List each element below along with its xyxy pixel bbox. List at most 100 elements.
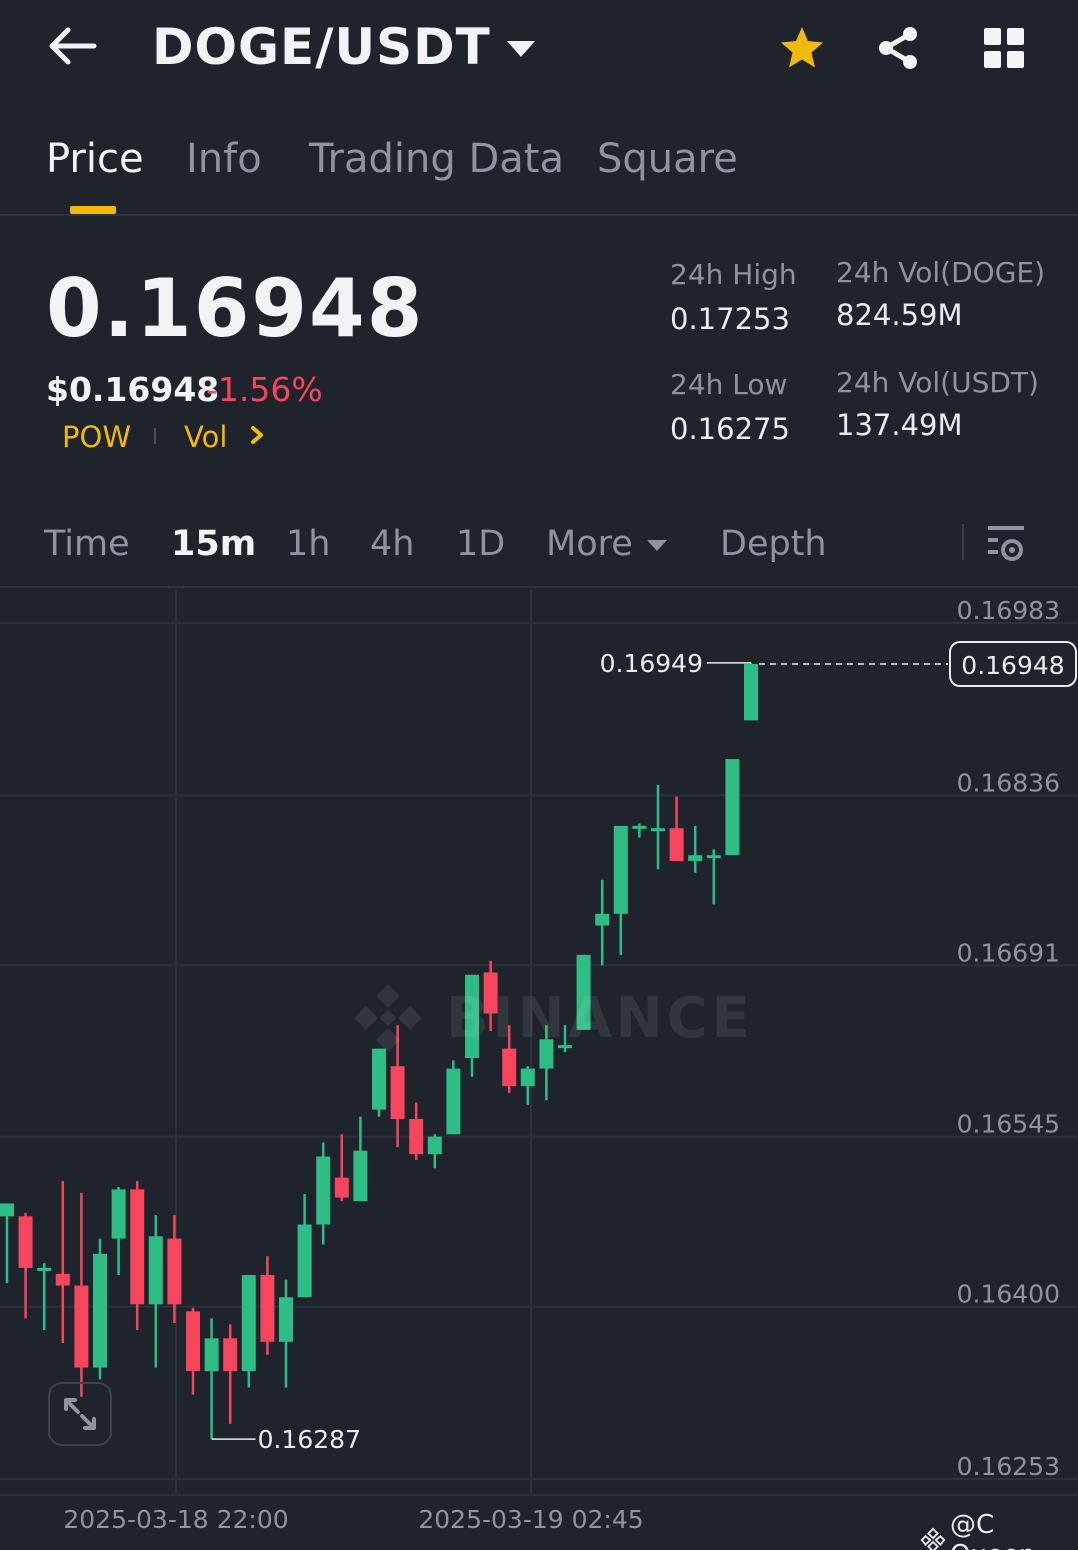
vol-doge-label: 24h Vol(DOGE)	[836, 256, 1046, 289]
credit-text: @C Queen	[950, 1510, 1035, 1550]
y-tick-label: 0.16400	[957, 1280, 1060, 1309]
candle-body	[204, 1338, 219, 1372]
candle-body	[465, 974, 479, 1059]
x-tick-label: 2025-03-19 02:45	[418, 1505, 643, 1534]
timeframe-bar: Time 15m 1h 4h 1D More Depth	[0, 510, 1078, 588]
candle-body	[55, 1273, 70, 1286]
vol-usdt-value: 137.49M	[836, 408, 963, 442]
candle-body	[316, 1156, 331, 1225]
last-price-box	[949, 641, 1077, 688]
chevron-down-icon	[646, 539, 667, 551]
section-tabs: Price Info Trading Data Square	[0, 128, 1078, 216]
high-label: 24h High	[670, 258, 797, 291]
candle-body	[595, 913, 610, 926]
candle-body	[409, 1119, 424, 1155]
binance-watermark: BINANCE	[350, 980, 754, 1056]
tf-15m[interactable]: 15m	[171, 524, 257, 564]
tab-info[interactable]: Info	[186, 136, 262, 182]
tag-pow[interactable]: POW	[62, 420, 131, 454]
high-value: 0.17253	[670, 302, 790, 336]
tf-more-label: More	[546, 524, 633, 564]
low-value: 0.16275	[670, 412, 790, 446]
candle-body	[74, 1285, 89, 1368]
candle-body	[502, 1048, 517, 1087]
price-change-percent: -1.56%	[206, 370, 323, 409]
y-tick-label: 0.16691	[957, 938, 1060, 967]
candle-body	[18, 1216, 33, 1268]
candle-body	[688, 855, 703, 862]
candle-body	[539, 1039, 554, 1069]
candle-body	[93, 1253, 107, 1368]
back-arrow-icon[interactable]	[46, 22, 102, 70]
candle-body	[427, 1136, 442, 1155]
tf-4h[interactable]: 4h	[370, 524, 415, 564]
share-icon[interactable]	[872, 22, 924, 74]
candle-body	[297, 1224, 312, 1298]
chevron-right-icon[interactable]	[250, 420, 266, 457]
chevron-down-icon	[506, 41, 535, 57]
pair-selector[interactable]: DOGE/USDT	[152, 18, 535, 76]
chart-settings-icon[interactable]	[984, 522, 1030, 566]
candle-body	[483, 972, 498, 1014]
candle-body	[632, 825, 647, 829]
candle-body	[744, 664, 758, 721]
candle-body	[520, 1068, 535, 1087]
tf-1d[interactable]: 1D	[456, 524, 506, 564]
watermark-text: BINANCE	[446, 985, 754, 1051]
candle-body	[0, 1203, 14, 1217]
candle-body	[148, 1236, 163, 1305]
pair-title: DOGE/USDT	[152, 18, 491, 76]
vol-doge-value: 824.59M	[836, 298, 963, 332]
tf-1h[interactable]: 1h	[286, 524, 331, 564]
header: DOGE/USDT	[0, 0, 1078, 100]
candle-body	[241, 1274, 256, 1372]
candle-body	[167, 1238, 182, 1305]
candle-body	[372, 1048, 386, 1110]
max-price-label: 0.16949	[600, 649, 703, 678]
candle-body	[223, 1338, 238, 1372]
tab-square[interactable]: Square	[597, 136, 738, 182]
author-credit: @C Queen	[920, 1510, 1078, 1550]
candle-body	[111, 1189, 126, 1239]
candle-body	[706, 855, 721, 859]
x-tick-label: 2025-03-18 22:00	[63, 1505, 288, 1534]
binance-small-logo-icon	[920, 1527, 946, 1550]
vol-usdt-label: 24h Vol(USDT)	[836, 366, 1039, 399]
tab-price[interactable]: Price	[46, 136, 144, 182]
tf-depth[interactable]: Depth	[720, 524, 827, 564]
low-label: 24h Low	[670, 368, 788, 401]
candle-body	[558, 1045, 572, 1049]
candle-body	[390, 1066, 405, 1120]
expand-icon[interactable]	[48, 1382, 112, 1446]
grid-icon[interactable]	[978, 22, 1030, 74]
y-tick-label: 0.16983	[957, 596, 1060, 625]
binance-logo-icon	[354, 984, 422, 1052]
tf-time[interactable]: Time	[44, 524, 130, 564]
candle-body	[186, 1311, 200, 1372]
star-icon[interactable]	[776, 22, 828, 74]
tag-divider	[154, 428, 156, 444]
y-tick-label: 0.16545	[957, 1110, 1060, 1139]
chart-canvas: 0.16983 0.16836 0.16691 0.16545 0.16400 0.162…	[0, 590, 1078, 1534]
y-tick-label: 0.16253	[957, 1452, 1060, 1481]
candle-body	[725, 759, 740, 856]
candlestick-chart[interactable]: 0.16983 0.16836 0.16691 0.16545 0.16400 0.162…	[0, 590, 1078, 1550]
tf-more[interactable]: More	[546, 524, 667, 564]
candle-body	[37, 1267, 52, 1271]
min-price-label: 0.16287	[258, 1425, 361, 1454]
candle-body	[446, 1068, 461, 1135]
candle-body	[613, 825, 628, 914]
candle-body	[576, 954, 591, 1030]
last-price-label: 0.16948	[961, 651, 1064, 680]
candle-body	[669, 828, 684, 862]
toolbar-divider	[962, 524, 964, 560]
candle-body	[651, 828, 665, 832]
active-tab-indicator	[70, 206, 116, 214]
candle-body	[130, 1189, 145, 1305]
tag-vol[interactable]: Vol	[184, 420, 228, 454]
last-price: 0.16948	[46, 262, 425, 355]
candle-body	[334, 1177, 349, 1198]
candle-body	[260, 1274, 275, 1342]
candle-body	[279, 1297, 293, 1342]
tab-trading-data[interactable]: Trading Data	[309, 136, 564, 182]
